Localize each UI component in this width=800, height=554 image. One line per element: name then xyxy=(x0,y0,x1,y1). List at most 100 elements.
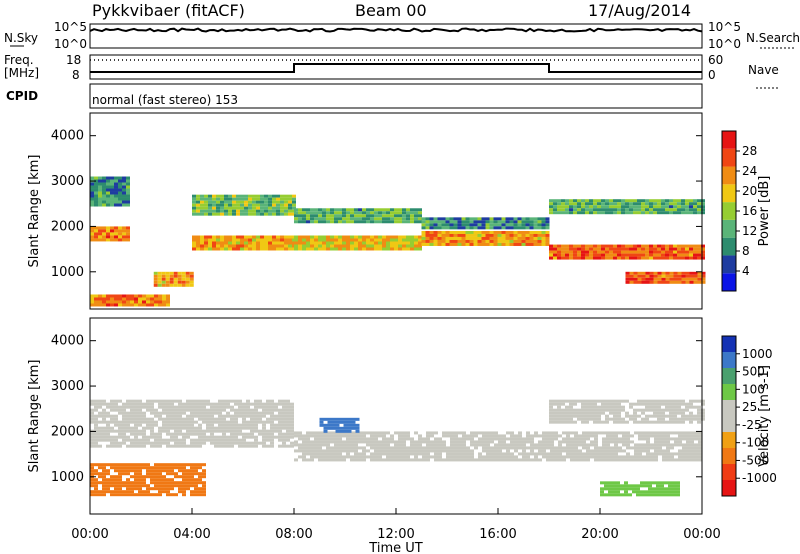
velocity-cell xyxy=(90,490,94,494)
velocity-cell xyxy=(246,402,250,406)
velocity-cell xyxy=(254,408,258,412)
velocity-cell xyxy=(646,455,650,459)
velocity-cell xyxy=(134,438,138,442)
velocity-cell xyxy=(170,402,174,406)
power-cell xyxy=(272,238,276,242)
velocity-cell xyxy=(382,452,386,456)
power-cell xyxy=(370,241,374,245)
velocity-cell xyxy=(266,429,270,433)
power-cell xyxy=(244,203,248,207)
velocity-cell xyxy=(394,440,398,444)
velocity-cell xyxy=(354,449,358,453)
power-cell xyxy=(161,277,166,281)
velocity-cell xyxy=(126,484,130,488)
velocity-cell xyxy=(653,399,657,403)
power-cell xyxy=(653,202,657,206)
velocity-cell xyxy=(566,449,570,453)
velocity-cell xyxy=(122,408,126,412)
power-cell xyxy=(370,247,374,251)
power-cell xyxy=(517,217,522,221)
velocity-cell xyxy=(646,437,650,441)
velocity-cell xyxy=(649,408,653,412)
velocity-cell xyxy=(166,429,170,433)
velocity-cell xyxy=(178,444,182,448)
velocity-cell xyxy=(182,466,186,470)
power-cell xyxy=(681,244,685,248)
velocity-cell xyxy=(290,432,294,436)
velocity-cell xyxy=(549,402,553,406)
velocity-cell xyxy=(534,443,538,447)
power-cell xyxy=(425,226,430,230)
power-cell xyxy=(489,239,494,243)
velocity-cell xyxy=(636,484,640,488)
velocity-cell xyxy=(142,444,146,448)
power-cell xyxy=(338,244,342,248)
velocity-cell xyxy=(542,455,546,459)
power-cell xyxy=(272,203,276,207)
velocity-cell xyxy=(90,484,94,488)
power-cell xyxy=(673,256,677,260)
velocity-cell xyxy=(258,429,262,433)
velocity-cell xyxy=(310,443,314,447)
velocity-cell xyxy=(650,434,654,438)
power-cell xyxy=(298,241,302,245)
power-cell xyxy=(294,211,298,215)
power-cell xyxy=(669,256,673,260)
velocity-cell xyxy=(698,431,702,435)
velocity-cell xyxy=(573,399,577,403)
power-cell xyxy=(681,256,685,260)
velocity-cell xyxy=(458,440,462,444)
power-cell xyxy=(102,200,106,204)
velocity-cell xyxy=(319,420,324,424)
velocity-cell xyxy=(202,429,206,433)
power-cell xyxy=(537,233,542,237)
velocity-cell xyxy=(604,481,608,485)
power-cell xyxy=(288,206,292,210)
velocity-cell xyxy=(114,402,118,406)
velocity-cell xyxy=(194,438,198,442)
velocity-cell xyxy=(649,420,653,424)
power-cell xyxy=(314,247,318,251)
power-cell xyxy=(212,197,216,201)
power-cell xyxy=(685,277,690,281)
velocity-cell xyxy=(690,434,694,438)
velocity-cell xyxy=(542,443,546,447)
velocity-cell xyxy=(478,458,482,462)
power-cell xyxy=(244,247,248,251)
power-cell xyxy=(697,274,702,278)
velocity-cell xyxy=(258,402,262,406)
power-cell xyxy=(126,203,130,207)
velocity-cell xyxy=(438,458,442,462)
power-cell xyxy=(338,214,342,218)
power-cell xyxy=(256,244,260,248)
power-cell xyxy=(441,239,446,243)
power-cell xyxy=(553,244,557,248)
velocity-cell xyxy=(629,405,633,409)
power-cell xyxy=(406,211,410,215)
power-cell xyxy=(581,205,585,209)
velocity-cell xyxy=(662,434,666,438)
velocity-cell xyxy=(694,443,698,447)
velocity-cell xyxy=(350,434,354,438)
power-cell xyxy=(94,294,98,298)
velocity-cell xyxy=(154,420,158,424)
velocity-cell xyxy=(661,417,665,421)
velocity-cell xyxy=(574,449,578,453)
velocity-cell xyxy=(322,431,326,435)
power-cell xyxy=(593,205,597,209)
power-cell xyxy=(169,280,174,284)
velocity-cell xyxy=(462,458,466,462)
velocity-cell xyxy=(198,463,202,467)
velocity-cell xyxy=(355,429,360,433)
velocity-cell xyxy=(142,490,146,494)
velocity-cell xyxy=(154,478,158,482)
power-cell xyxy=(374,214,378,218)
power-cell xyxy=(421,226,426,230)
velocity-cell xyxy=(608,484,612,488)
velocity-cell xyxy=(154,475,158,479)
velocity-cell xyxy=(254,441,258,445)
power-cell xyxy=(685,256,689,260)
velocity-cell xyxy=(554,434,558,438)
velocity-cell xyxy=(658,449,662,453)
velocity-cell xyxy=(538,446,542,450)
